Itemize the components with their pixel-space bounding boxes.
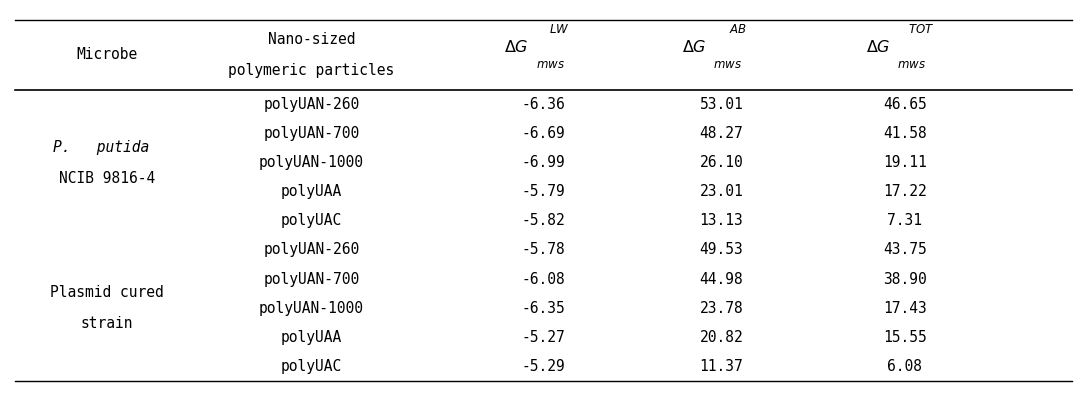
Text: 53.01: 53.01	[700, 97, 744, 112]
Text: Plasmid cured: Plasmid cured	[50, 285, 163, 300]
Text: -5.82: -5.82	[522, 213, 565, 228]
Text: -5.78: -5.78	[522, 243, 565, 258]
Text: $\Delta G$: $\Delta G$	[504, 39, 528, 55]
Text: 6.08: 6.08	[887, 359, 923, 374]
Text: 17.22: 17.22	[883, 184, 927, 199]
Text: $\Delta G$: $\Delta G$	[683, 39, 707, 55]
Text: 43.75: 43.75	[883, 243, 927, 258]
Text: $\mathit{LW}$: $\mathit{LW}$	[549, 23, 570, 36]
Text: $\mathit{AB}$: $\mathit{AB}$	[728, 23, 747, 36]
Text: 23.01: 23.01	[700, 184, 744, 199]
Text: 23.78: 23.78	[700, 301, 744, 316]
Text: 17.43: 17.43	[883, 301, 927, 316]
Text: polyUAN-1000: polyUAN-1000	[259, 155, 364, 170]
Text: -6.35: -6.35	[522, 301, 565, 316]
Text: polyUAC: polyUAC	[280, 359, 342, 374]
Text: Microbe: Microbe	[76, 47, 137, 62]
Text: $mws$: $mws$	[536, 58, 564, 71]
Text: polyUAN-1000: polyUAN-1000	[259, 301, 364, 316]
Text: NCIB 9816-4: NCIB 9816-4	[59, 171, 154, 185]
Text: $mws$: $mws$	[713, 58, 742, 71]
Text: -5.27: -5.27	[522, 330, 565, 345]
Text: 49.53: 49.53	[700, 243, 744, 258]
Text: $\Delta G$: $\Delta G$	[865, 39, 890, 55]
Text: -6.99: -6.99	[522, 155, 565, 170]
Text: -6.69: -6.69	[522, 126, 565, 141]
Text: 38.90: 38.90	[883, 272, 927, 287]
Text: polyUAC: polyUAC	[280, 213, 342, 228]
Text: $\mathit{TOT}$: $\mathit{TOT}$	[908, 23, 934, 36]
Text: polyUAN-700: polyUAN-700	[263, 272, 360, 287]
Text: 13.13: 13.13	[700, 213, 744, 228]
Text: 26.10: 26.10	[700, 155, 744, 170]
Text: -6.36: -6.36	[522, 97, 565, 112]
Text: 48.27: 48.27	[700, 126, 744, 141]
Text: 20.82: 20.82	[700, 330, 744, 345]
Text: polyUAA: polyUAA	[280, 184, 342, 199]
Text: -6.08: -6.08	[522, 272, 565, 287]
Text: polyUAN-260: polyUAN-260	[263, 243, 360, 258]
Text: -5.29: -5.29	[522, 359, 565, 374]
Text: polyUAN-700: polyUAN-700	[263, 126, 360, 141]
Text: 41.58: 41.58	[883, 126, 927, 141]
Text: $mws$: $mws$	[897, 58, 926, 71]
Text: strain: strain	[80, 316, 133, 331]
Text: 44.98: 44.98	[700, 272, 744, 287]
Text: 11.37: 11.37	[700, 359, 744, 374]
Text: -5.79: -5.79	[522, 184, 565, 199]
Text: P.   putida: P. putida	[53, 139, 149, 154]
Text: 46.65: 46.65	[883, 97, 927, 112]
Text: polymeric particles: polymeric particles	[228, 63, 395, 78]
Text: polyUAA: polyUAA	[280, 330, 342, 345]
Text: 7.31: 7.31	[887, 213, 923, 228]
Text: 15.55: 15.55	[883, 330, 927, 345]
Text: Nano-sized: Nano-sized	[267, 32, 355, 46]
Text: polyUAN-260: polyUAN-260	[263, 97, 360, 112]
Text: 19.11: 19.11	[883, 155, 927, 170]
